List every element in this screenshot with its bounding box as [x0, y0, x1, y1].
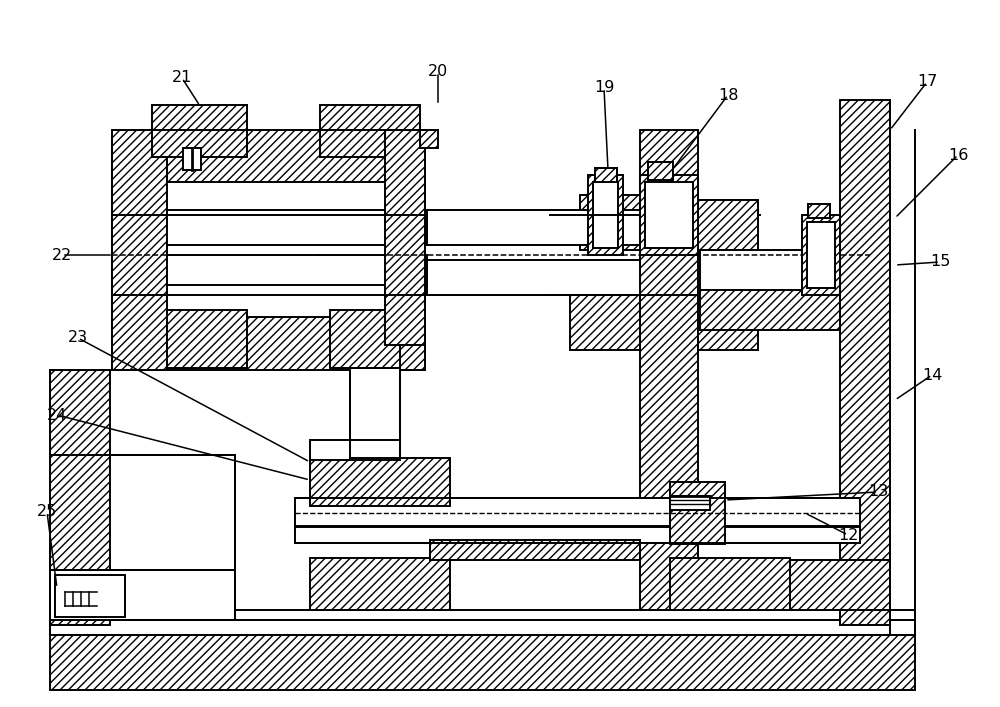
Bar: [167, 310, 247, 368]
Bar: [670, 482, 725, 544]
Bar: [570, 285, 640, 350]
Bar: [167, 210, 427, 245]
Bar: [427, 260, 640, 295]
Bar: [580, 195, 640, 250]
Bar: [310, 458, 450, 506]
Text: 20: 20: [428, 64, 448, 79]
Bar: [385, 130, 425, 345]
Bar: [310, 440, 400, 460]
Bar: [50, 620, 915, 635]
Bar: [700, 250, 840, 290]
Text: 22: 22: [52, 247, 72, 262]
Text: 13: 13: [868, 484, 888, 500]
Bar: [593, 182, 618, 248]
Bar: [50, 635, 915, 690]
Bar: [595, 168, 617, 182]
Bar: [645, 182, 693, 248]
Bar: [427, 210, 640, 245]
Bar: [698, 200, 758, 250]
Bar: [640, 130, 698, 610]
Bar: [698, 200, 758, 250]
Text: 17: 17: [917, 74, 937, 90]
Text: 25: 25: [37, 505, 57, 520]
Bar: [698, 285, 758, 350]
Bar: [152, 105, 247, 157]
Bar: [802, 215, 840, 295]
Bar: [295, 527, 860, 543]
Bar: [112, 130, 422, 182]
Bar: [420, 130, 438, 148]
Text: 12: 12: [838, 527, 858, 542]
Bar: [50, 610, 915, 620]
Text: 18: 18: [718, 88, 738, 103]
Bar: [840, 100, 890, 625]
Bar: [390, 145, 425, 370]
Bar: [112, 305, 422, 370]
Bar: [167, 237, 390, 317]
Text: 23: 23: [68, 330, 88, 346]
Bar: [588, 175, 623, 255]
Bar: [330, 310, 400, 368]
Text: 14: 14: [922, 368, 942, 382]
Bar: [112, 130, 167, 370]
Bar: [648, 162, 673, 180]
Bar: [50, 570, 235, 620]
Bar: [350, 368, 400, 458]
Bar: [807, 222, 835, 288]
Text: 19: 19: [594, 81, 614, 95]
Text: 16: 16: [948, 148, 968, 163]
Bar: [50, 455, 235, 620]
Bar: [670, 558, 790, 610]
Bar: [700, 290, 840, 330]
Bar: [670, 496, 710, 510]
Bar: [700, 560, 890, 610]
Bar: [430, 540, 640, 560]
Bar: [50, 370, 110, 625]
Bar: [640, 175, 698, 255]
Bar: [55, 575, 125, 617]
Bar: [167, 255, 427, 285]
Bar: [310, 558, 450, 610]
Text: 24: 24: [47, 407, 67, 423]
Bar: [808, 204, 830, 218]
Bar: [167, 182, 390, 237]
Text: 15: 15: [930, 255, 950, 269]
Bar: [295, 498, 860, 526]
Bar: [183, 148, 201, 170]
Bar: [320, 105, 420, 157]
Text: 21: 21: [172, 71, 192, 86]
